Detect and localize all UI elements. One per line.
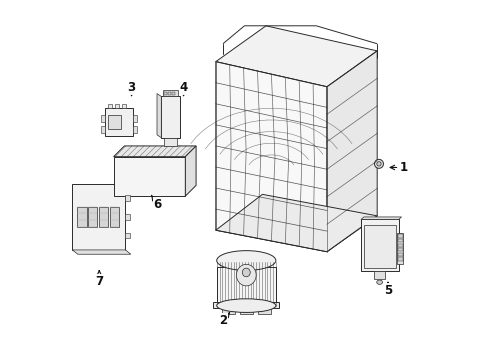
Bar: [164, 92, 166, 95]
Bar: [113, 157, 185, 196]
Bar: [397, 239, 402, 242]
Ellipse shape: [376, 280, 382, 284]
Polygon shape: [215, 26, 376, 87]
Bar: [115, 104, 119, 108]
Bar: [107, 104, 112, 108]
Bar: [397, 248, 402, 252]
Bar: [396, 233, 403, 264]
Ellipse shape: [376, 162, 380, 166]
Polygon shape: [72, 250, 131, 254]
Bar: [164, 138, 177, 145]
Polygon shape: [113, 146, 196, 157]
Bar: [373, 271, 384, 279]
Ellipse shape: [242, 268, 250, 277]
Bar: [216, 267, 275, 307]
Text: 5: 5: [383, 282, 391, 297]
Bar: [363, 225, 395, 268]
Bar: [77, 207, 86, 226]
Bar: [133, 126, 137, 133]
Bar: [125, 233, 129, 238]
Bar: [125, 195, 129, 201]
Bar: [222, 306, 234, 314]
Ellipse shape: [236, 264, 256, 286]
Ellipse shape: [216, 251, 275, 270]
Bar: [397, 257, 402, 261]
Bar: [360, 220, 398, 271]
Bar: [101, 116, 104, 122]
Bar: [163, 90, 178, 96]
Bar: [397, 253, 402, 256]
Bar: [72, 184, 125, 250]
Bar: [239, 306, 252, 314]
Ellipse shape: [374, 159, 383, 168]
Bar: [397, 244, 402, 247]
Bar: [101, 126, 104, 133]
Bar: [257, 306, 270, 314]
Bar: [99, 207, 108, 226]
Polygon shape: [360, 217, 401, 220]
Bar: [108, 115, 121, 129]
Ellipse shape: [216, 299, 275, 312]
Text: 6: 6: [151, 195, 162, 211]
Text: 4: 4: [179, 81, 187, 95]
Polygon shape: [215, 194, 376, 252]
Bar: [133, 116, 137, 122]
Bar: [109, 207, 119, 226]
Polygon shape: [157, 94, 161, 138]
Text: 3: 3: [127, 81, 135, 95]
Text: 1: 1: [389, 161, 407, 174]
Polygon shape: [185, 146, 196, 196]
Bar: [125, 214, 129, 220]
Bar: [161, 96, 180, 138]
Bar: [397, 234, 402, 238]
Bar: [213, 302, 279, 308]
Bar: [122, 104, 126, 108]
Text: 7: 7: [95, 271, 103, 288]
Polygon shape: [326, 51, 376, 252]
Bar: [88, 207, 97, 226]
Polygon shape: [215, 62, 326, 252]
Bar: [104, 108, 133, 136]
Bar: [172, 92, 174, 95]
Bar: [168, 92, 170, 95]
Text: 2: 2: [219, 312, 229, 327]
